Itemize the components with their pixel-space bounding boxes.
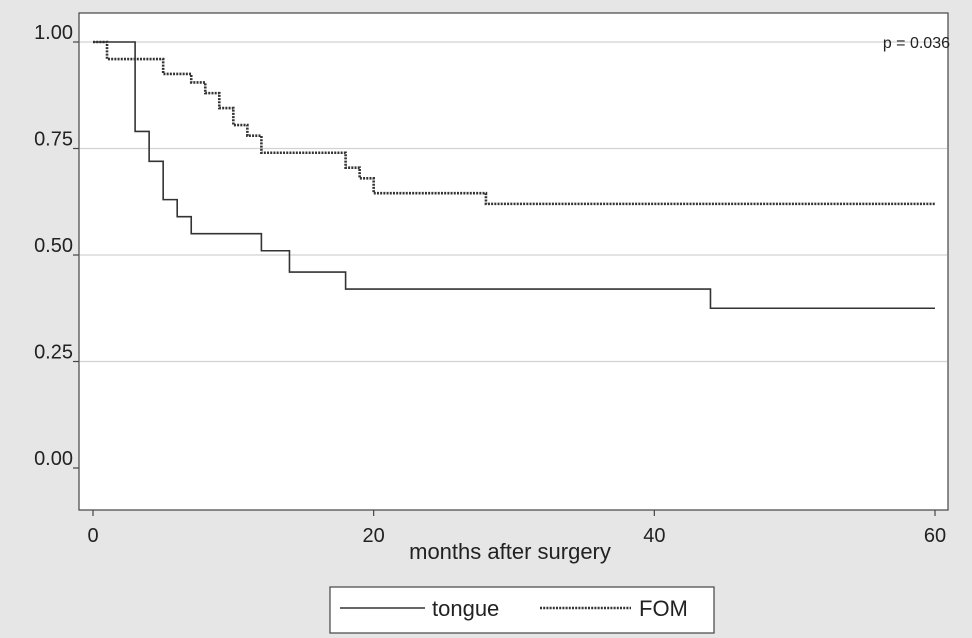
y-tick-label-0: 0.00: [34, 448, 73, 470]
axes: 0.00 0.25 0.50 0.75 1.00 0 20 40 60: [34, 22, 946, 547]
x-tick-label-3: 60: [924, 525, 946, 547]
y-tick-label-3: 0.75: [34, 129, 73, 151]
p-value-annotation: p = 0.036: [883, 35, 950, 52]
plot-area: [78, 12, 949, 511]
y-tick-label-2: 0.50: [34, 235, 73, 257]
x-tick-label-2: 40: [643, 525, 665, 547]
x-axis-label: months after surgery: [409, 539, 611, 564]
legend: tongue FOM: [329, 586, 715, 634]
series-group: [93, 40, 935, 310]
x-tick-label-1: 20: [363, 525, 385, 547]
y-tick-label-4: 1.00: [34, 22, 73, 44]
legend-box: [329, 586, 715, 634]
series-line-fom: [93, 40, 935, 206]
y-tick-label-1: 0.25: [34, 342, 73, 364]
legend-label-fom: FOM: [639, 596, 688, 621]
series-line-tongue: [93, 41, 935, 310]
x-tick-label-0: 0: [87, 525, 98, 547]
legend-label-tongue: tongue: [432, 596, 499, 621]
gridlines: [80, 41, 947, 363]
